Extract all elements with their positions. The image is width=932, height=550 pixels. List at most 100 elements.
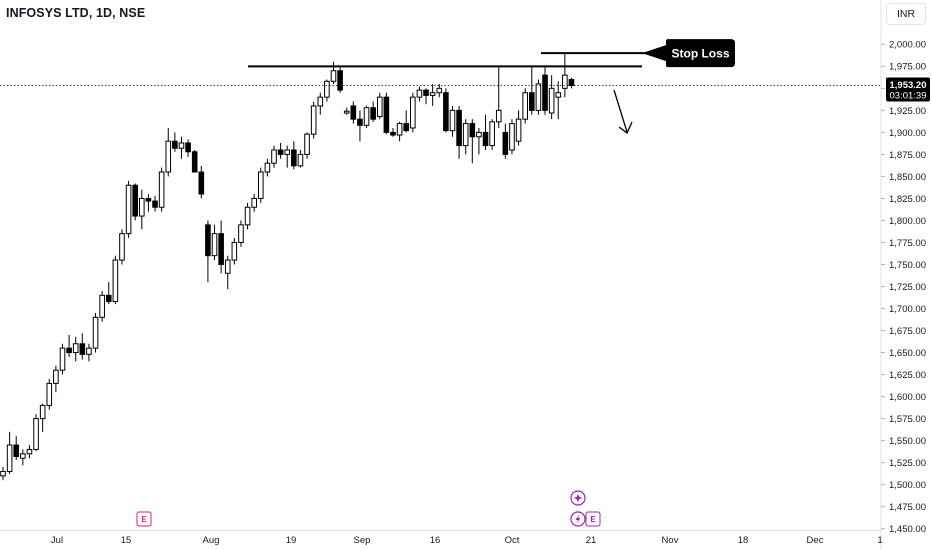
price-tick-label: 1,575.00 <box>889 414 926 425</box>
bullish-candle-body <box>238 224 244 243</box>
bearish-candle-body <box>277 149 284 155</box>
candle <box>218 220 224 274</box>
candle <box>105 282 112 305</box>
bullish-candle-body <box>509 123 515 151</box>
bearish-candle-body <box>370 107 376 120</box>
candle <box>522 88 528 124</box>
candle <box>125 180 132 239</box>
bullish-candle-body <box>264 162 271 173</box>
candle <box>410 92 416 133</box>
bullish-candle-body <box>59 347 66 371</box>
bearish-candle-body <box>502 131 509 155</box>
time-tick-label: 15 <box>121 535 132 546</box>
bearish-candle-body <box>205 224 211 257</box>
bearish-candle-body <box>145 197 152 202</box>
price-tick-label: 1,975.00 <box>889 62 926 73</box>
candle <box>304 132 310 159</box>
bearish-candle-body <box>482 131 489 147</box>
candle <box>390 127 396 137</box>
candle <box>211 224 218 261</box>
price-tick-label: 1,900.00 <box>889 128 926 139</box>
candle <box>357 110 363 142</box>
candle <box>529 66 535 115</box>
bullish-candle-body <box>515 118 522 142</box>
price-axis[interactable]: 1,450.00 1,475.00 1,500.00 1,525.00 1,550.00… <box>881 40 930 535</box>
candle <box>310 101 317 139</box>
bearish-candle-body <box>443 92 449 132</box>
bullish-candle-body <box>462 123 469 147</box>
candle <box>330 61 337 84</box>
bullish-candle-body <box>324 80 330 98</box>
candle <box>555 81 562 120</box>
bearish-candle-body <box>172 140 178 149</box>
candle <box>0 467 6 481</box>
bullish-candle-body <box>6 444 13 472</box>
candle <box>46 378 53 410</box>
earnings-icon-letter: E <box>590 515 596 524</box>
bullish-candle-body <box>562 74 568 89</box>
bullish-candle-body <box>317 96 324 107</box>
price-tick-label: 1,825.00 <box>889 194 926 205</box>
candle <box>370 101 376 122</box>
bearish-candle-body <box>291 149 297 167</box>
bullish-candle-body <box>476 131 482 138</box>
candle <box>317 92 324 115</box>
candle <box>119 229 125 265</box>
bullish-candle-body <box>376 96 383 118</box>
bearish-candle-body <box>66 347 72 354</box>
candle <box>462 119 469 155</box>
price-tick-label: 1,800.00 <box>889 216 926 227</box>
candle <box>172 132 178 152</box>
candle <box>158 167 165 212</box>
bearish-candle-body <box>383 96 390 133</box>
price-tick-label: 1,750.00 <box>889 260 926 271</box>
candle <box>26 445 33 459</box>
bearish-candle-body <box>469 123 476 138</box>
time-tick-label: Jul <box>51 535 63 546</box>
bullish-candle-body <box>416 89 423 98</box>
candle <box>72 336 79 362</box>
drawings-layer[interactable]: Stop Loss <box>0 39 881 135</box>
bearish-candle-body <box>350 105 357 120</box>
price-tick-label: 1,850.00 <box>889 172 926 183</box>
bearish-candle-body <box>456 109 462 147</box>
bullish-candle-body <box>46 382 53 406</box>
candle <box>13 436 20 461</box>
candle <box>449 105 456 137</box>
bullish-candle-body <box>429 92 436 96</box>
candle <box>456 105 462 159</box>
candle <box>165 127 172 177</box>
time-tick-label: 1 <box>877 535 882 546</box>
candle <box>178 136 185 159</box>
price-tick-label: 1,600.00 <box>889 392 926 403</box>
candle <box>548 75 555 120</box>
bullish-candle-body <box>211 233 218 257</box>
bullish-candle-body <box>555 92 562 98</box>
bearish-candle-body <box>357 118 363 126</box>
price-tick-label: 1,475.00 <box>889 502 926 513</box>
bullish-candle-body <box>495 109 502 123</box>
candle <box>343 107 350 115</box>
bearish-candle-body <box>105 294 112 302</box>
earnings-icon <box>136 511 152 527</box>
bearish-candle-body <box>542 74 548 111</box>
bullish-candle-body <box>165 140 172 173</box>
last-price-value: 1,953.20 <box>890 80 927 91</box>
bearish-candle-body <box>132 184 138 217</box>
bullish-candle-body <box>158 171 165 208</box>
candle <box>515 110 522 146</box>
bullish-candle-body <box>535 83 542 111</box>
currency-button[interactable]: INR <box>886 3 926 25</box>
earnings-marker: E <box>136 511 152 527</box>
time-axis[interactable]: Jul 15 Aug 19 Sep 16 Oct 21 Nov 18 Dec 1 <box>51 535 883 546</box>
candle <box>264 158 271 177</box>
symbol-title[interactable]: INFOSYS LTD, 1D, NSE <box>6 6 146 20</box>
stop-loss-callout-box <box>642 39 735 68</box>
bullish-candle-body <box>251 197 257 208</box>
candle <box>6 431 13 475</box>
candle <box>509 119 515 155</box>
bearish-candle-body <box>185 142 191 153</box>
